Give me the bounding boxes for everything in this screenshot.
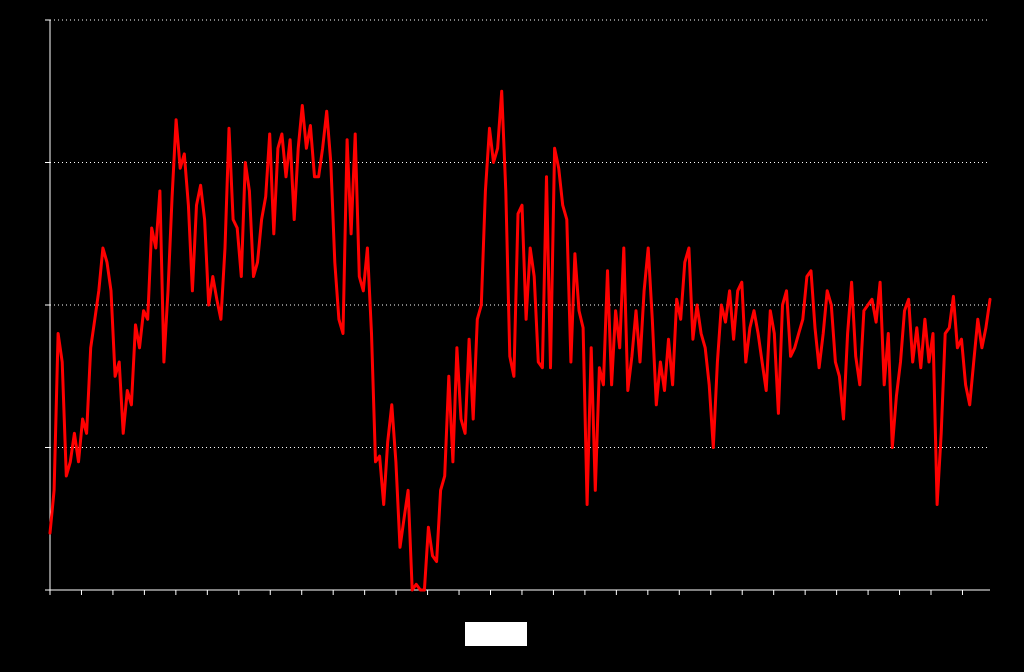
legend-box (465, 622, 527, 646)
line-chart (0, 0, 1024, 667)
chart-svg (0, 0, 1024, 667)
